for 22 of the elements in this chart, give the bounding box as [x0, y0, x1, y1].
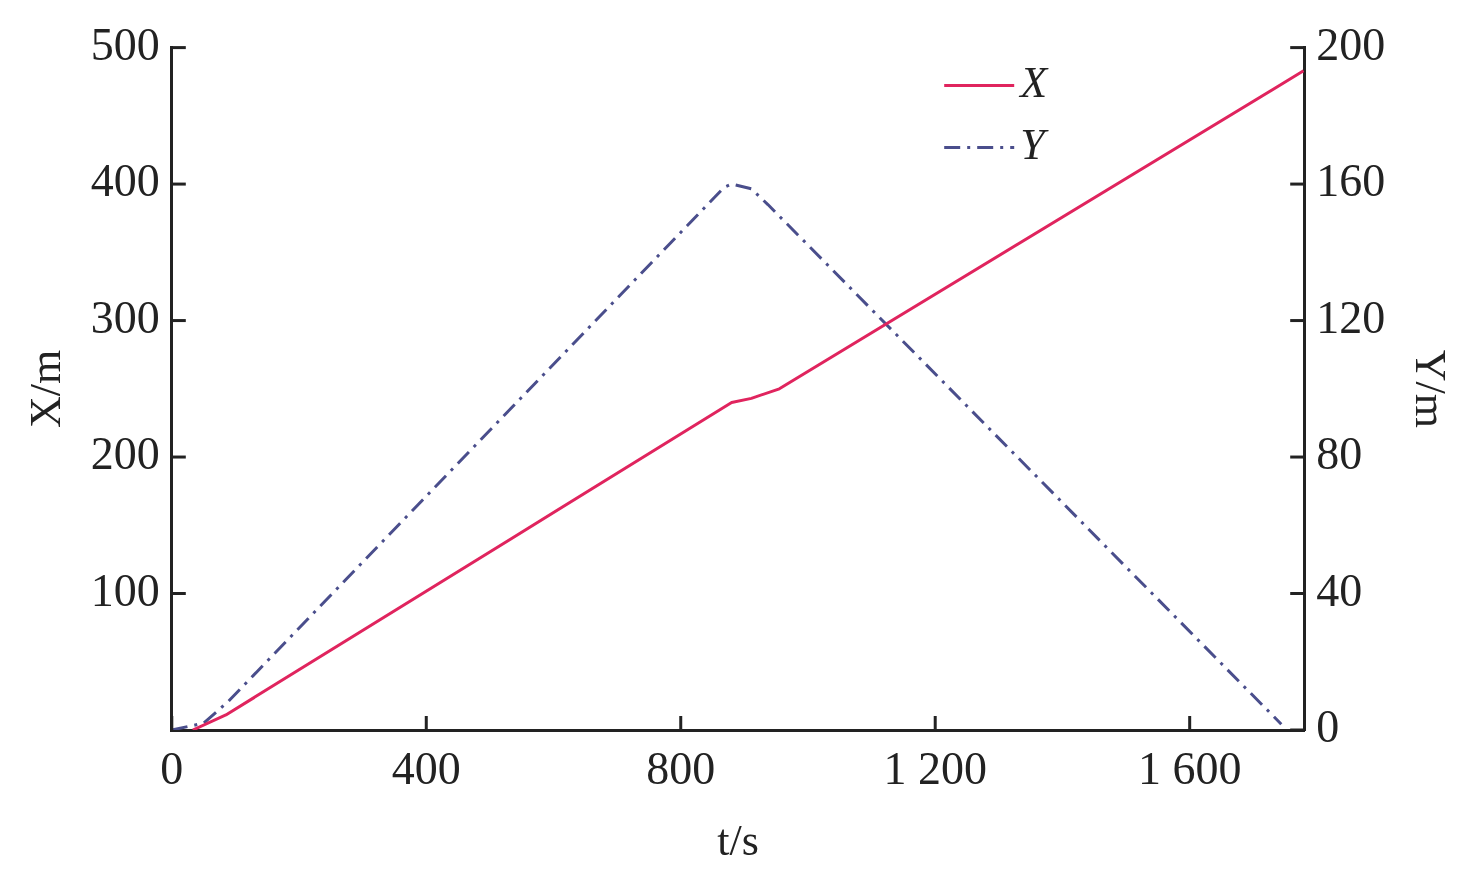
- x-axis-title: t/s: [717, 816, 759, 866]
- x-tick-label: 400: [391, 742, 461, 794]
- y-tick-label: 400: [90, 155, 160, 207]
- x-tick-label: 1 600: [1137, 742, 1242, 794]
- x-tick-label: 0: [160, 742, 184, 794]
- y2-tick-label: 200: [1316, 18, 1386, 70]
- line-series: [171, 182, 1283, 730]
- y2-tick-label: 160: [1316, 155, 1386, 207]
- x-tick-label: 800: [646, 742, 716, 794]
- y-axis-title: X/m: [20, 349, 70, 428]
- legend-label: X: [1018, 58, 1050, 108]
- y2-tick-label: 40: [1316, 564, 1363, 616]
- y-tick-label: 100: [90, 564, 160, 616]
- y-tick-label: 200: [90, 428, 160, 480]
- y2-tick-label: 120: [1316, 291, 1386, 343]
- y2-tick-label: 0: [1316, 701, 1340, 753]
- y-tick-label: 500: [90, 18, 160, 70]
- x-tick-label: 1 200: [883, 742, 987, 794]
- y-tick-label: 300: [90, 291, 160, 343]
- y2-tick-label: 80: [1316, 428, 1363, 480]
- y2-axis-title: Y/m: [1406, 349, 1456, 428]
- legend-label: Y: [1020, 120, 1050, 170]
